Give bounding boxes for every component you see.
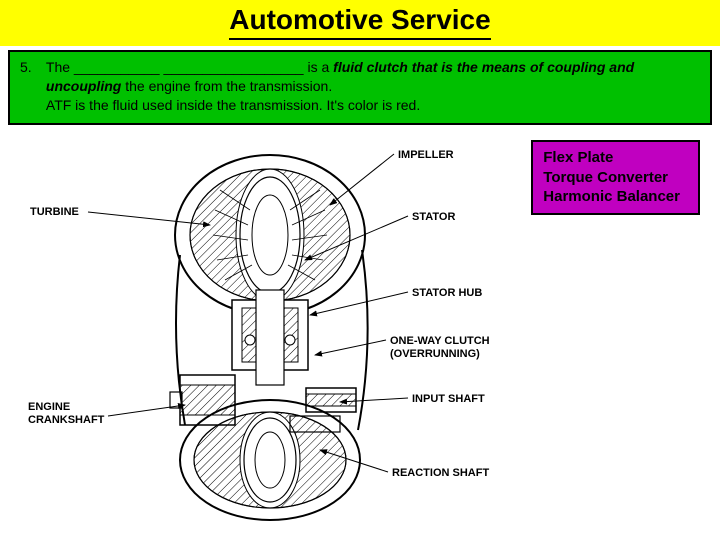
svg-text:ONE-WAY CLUTCH: ONE-WAY CLUTCH [390, 335, 490, 347]
svg-text:(OVERRUNNING): (OVERRUNNING) [390, 348, 480, 360]
question-number: 5. [20, 58, 42, 77]
question-box: 5. The ___________ __________________ is… [8, 50, 712, 125]
title-bar: Automotive Service [0, 0, 720, 46]
question-mid: the engine from the transmission. [121, 78, 332, 94]
answer-box: Flex Plate Torque Converter Harmonic Bal… [531, 140, 700, 215]
answer-item: Harmonic Balancer [543, 187, 680, 207]
svg-text:STATOR: STATOR [412, 211, 455, 223]
svg-text:INPUT SHAFT: INPUT SHAFT [412, 393, 485, 405]
question-body: The ___________ __________________ is a … [46, 58, 698, 115]
center-hub [170, 290, 356, 432]
answer-item: Flex Plate [543, 148, 680, 168]
svg-text:TURBINE: TURBINE [30, 206, 79, 218]
svg-text:STATOR HUB: STATOR HUB [412, 287, 482, 299]
torque-converter-schematic: IMPELLER TURBINE STATOR STATOR HUB ONE-WAY C… [20, 140, 520, 530]
question-line2: ATF is the fluid used inside the transmi… [46, 97, 420, 113]
svg-text:REACTION SHAFT: REACTION SHAFT [392, 467, 489, 479]
answer-item: Torque Converter [543, 168, 680, 188]
svg-text:IMPELLER: IMPELLER [398, 149, 454, 161]
page-title: Automotive Service [229, 4, 490, 40]
lower-section [180, 400, 360, 520]
svg-text:CRANKSHAFT: CRANKSHAFT [28, 414, 105, 426]
question-pre: The ___________ __________________ is a [46, 59, 333, 75]
diagram: IMPELLER TURBINE STATOR STATOR HUB ONE-WAY C… [20, 140, 520, 530]
svg-text:ENGINE: ENGINE [28, 401, 70, 413]
